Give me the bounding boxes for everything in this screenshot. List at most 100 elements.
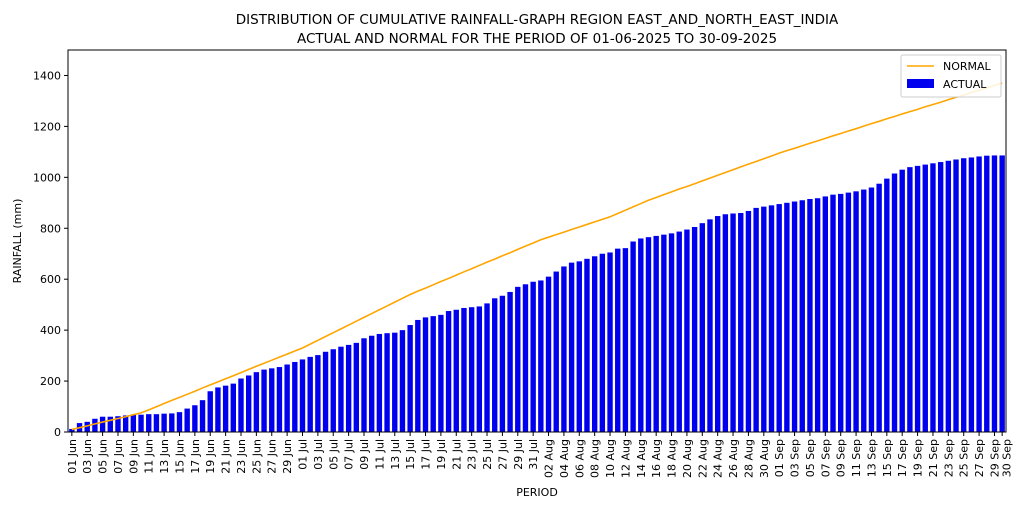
actual-bar xyxy=(714,216,721,432)
x-tick-label: 07 Jul xyxy=(343,439,356,470)
actual-bar xyxy=(599,253,606,432)
actual-bar xyxy=(69,428,75,432)
actual-bar xyxy=(430,316,436,432)
actual-bar xyxy=(761,206,767,432)
x-tick-label: 24 Aug xyxy=(712,439,725,478)
actual-bar xyxy=(630,241,636,432)
actual-bar xyxy=(645,237,652,432)
x-tick-label: 22 Aug xyxy=(696,439,709,478)
actual-bar xyxy=(799,200,805,432)
actual-bar xyxy=(422,317,429,432)
legend-normal-label: NORMAL xyxy=(943,60,992,73)
actual-bar xyxy=(622,248,629,432)
x-tick-label: 05 Jun xyxy=(97,439,110,474)
actual-bar xyxy=(515,286,521,432)
actual-bar xyxy=(138,414,144,432)
actual-bar xyxy=(907,167,913,432)
actual-bar xyxy=(638,238,644,432)
x-tick-label: 09 Jul xyxy=(358,439,371,470)
actual-bar xyxy=(276,367,283,432)
actual-bar xyxy=(884,178,890,432)
x-tick-label: 23 Jul xyxy=(466,439,479,470)
x-tick-label: 11 Jul xyxy=(373,439,386,470)
x-tick-label: 31 Jul xyxy=(527,439,540,470)
actual-bar xyxy=(445,311,452,432)
x-tick-label: 25 Jul xyxy=(481,439,494,470)
x-tick-label: 23 Sep xyxy=(942,439,955,477)
actual-bar xyxy=(999,155,1005,432)
actual-bar xyxy=(269,368,275,432)
actual-bar xyxy=(945,160,952,432)
actual-bar xyxy=(438,314,444,432)
actual-bar xyxy=(584,258,590,432)
actual-bar xyxy=(261,369,267,432)
actual-bar xyxy=(784,202,790,432)
actual-bar xyxy=(822,196,829,432)
x-tick-label: 04 Aug xyxy=(558,439,571,478)
actual-bar xyxy=(553,271,559,432)
actual-bar xyxy=(707,219,713,432)
y-tick-label: 1200 xyxy=(33,120,61,133)
actual-bar xyxy=(407,325,413,432)
actual-bar xyxy=(153,414,160,432)
actual-bar xyxy=(361,338,367,432)
actual-bar xyxy=(807,198,813,432)
actual-bar xyxy=(392,332,398,432)
x-tick-label: 14 Aug xyxy=(635,439,648,478)
actual-bar xyxy=(899,169,905,432)
x-tick-label: 02 Aug xyxy=(543,439,556,478)
actual-bar xyxy=(253,372,260,432)
x-tick-label: 19 Jul xyxy=(435,439,448,470)
actual-bar xyxy=(914,165,921,432)
x-tick-label: 06 Aug xyxy=(573,439,586,478)
actual-bar xyxy=(576,261,582,432)
x-tick-label: 07 Sep xyxy=(819,439,832,477)
actual-bar xyxy=(868,187,875,432)
actual-bar xyxy=(415,319,421,432)
actual-bar xyxy=(668,233,675,432)
actual-bar xyxy=(222,385,229,432)
x-tick-label: 21 Sep xyxy=(927,439,940,477)
actual-bar xyxy=(791,201,798,432)
actual-bar xyxy=(753,207,759,432)
y-tick-label: 400 xyxy=(40,324,61,337)
chart-title: DISTRIBUTION OF CUMULATIVE RAINFALL-GRAP… xyxy=(236,12,839,28)
actual-bar xyxy=(315,355,321,432)
actual-bar xyxy=(976,156,982,432)
y-tick-label: 0 xyxy=(54,426,61,439)
y-tick-label: 1400 xyxy=(33,69,61,82)
y-axis-label: RAINFALL (mm) xyxy=(11,199,24,284)
x-tick-label: 17 Jun xyxy=(189,439,202,474)
actual-bar xyxy=(853,191,859,432)
x-tick-label: 21 Jul xyxy=(450,439,463,470)
actual-bar xyxy=(699,223,705,432)
actual-bar xyxy=(453,309,459,432)
x-tick-label: 15 Sep xyxy=(881,439,894,477)
actual-bar xyxy=(961,158,967,432)
actual-bar xyxy=(92,418,98,432)
x-tick-label: 19 Jun xyxy=(204,439,217,474)
x-tick-label: 13 Jun xyxy=(158,439,171,474)
actual-bar xyxy=(930,163,936,432)
actual-bar xyxy=(161,413,167,432)
legend-actual-label: ACTUAL xyxy=(943,78,987,91)
actual-bar xyxy=(507,291,513,432)
x-tick-label: 17 Jul xyxy=(420,439,433,470)
actual-bar xyxy=(684,229,690,432)
actual-bar xyxy=(192,405,198,432)
actual-bar xyxy=(384,333,390,432)
actual-bar xyxy=(691,226,698,432)
x-tick-label: 03 Jun xyxy=(81,439,94,474)
actual-bar xyxy=(199,400,206,432)
actual-bar xyxy=(991,155,998,432)
actual-bar xyxy=(215,387,221,432)
x-tick-label: 01 Sep xyxy=(773,439,786,477)
x-tick-label: 28 Aug xyxy=(742,439,755,478)
actual-bar xyxy=(522,284,529,432)
actual-bar xyxy=(115,416,121,432)
actual-bar xyxy=(615,248,621,432)
actual-bar xyxy=(292,361,298,432)
actual-bar xyxy=(169,413,175,432)
actual-bar xyxy=(814,198,821,432)
actual-bar xyxy=(891,173,898,432)
